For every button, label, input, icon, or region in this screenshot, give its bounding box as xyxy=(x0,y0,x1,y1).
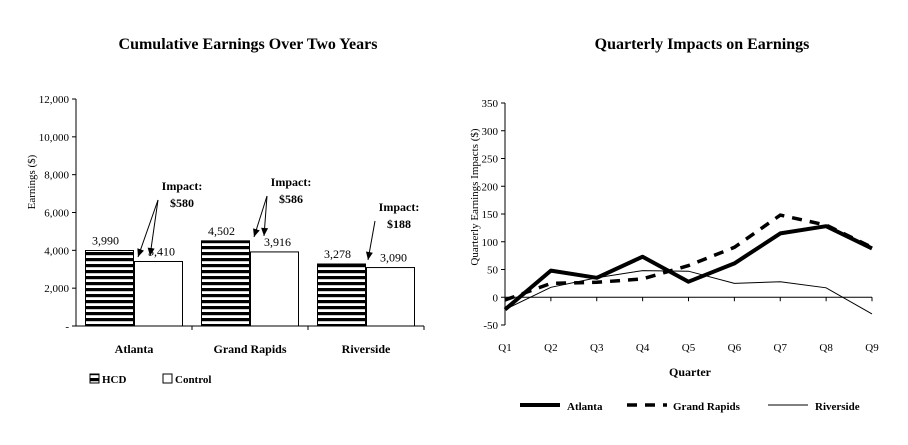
impact-value: $586 xyxy=(279,192,303,206)
legend-swatch-control xyxy=(162,373,173,384)
right-x-tick-label: Q7 xyxy=(774,342,788,354)
legend-label-atlanta: Atlanta xyxy=(567,401,603,413)
left-legend: HCD Control xyxy=(89,373,211,386)
left-y-tick-label: 8,000 xyxy=(44,170,69,182)
bar-hcd xyxy=(317,263,366,327)
impact-arrow-head xyxy=(147,247,155,256)
left-value-labels: 3,990 3,410 4,502 3,916 3,278 3,090 xyxy=(92,224,407,265)
impact-label: Impact: xyxy=(379,200,420,214)
impact-arrow-head xyxy=(365,251,373,260)
left-x-category-label: Riverside xyxy=(342,342,391,356)
bar-hcd xyxy=(85,250,134,327)
left-axes: - 2,000 4,000 6,000 8,000 10,000 12,000 Atlanta… xyxy=(39,94,425,356)
bar-control xyxy=(134,260,183,327)
legend-label-grand-rapids: Grand Rapids xyxy=(673,401,741,413)
right-y-tick-label: -50 xyxy=(483,320,498,332)
right-y-axis-label: Quarterly Earnings Impacts ($) xyxy=(469,128,481,265)
right-y-tick-label: 50 xyxy=(487,265,499,277)
bar-value-label: 3,278 xyxy=(324,247,351,261)
left-y-tick-label: 10,000 xyxy=(39,132,70,144)
impact-arrow-head xyxy=(261,227,269,236)
left-y-tick-label: 2,000 xyxy=(44,283,69,295)
legend-swatch-hcd xyxy=(89,373,100,384)
left-y-axis-label: Earnings ($) xyxy=(26,154,38,209)
right-x-tick-label: Q8 xyxy=(819,342,833,354)
left-x-category-label: Atlanta xyxy=(115,342,154,356)
series-line-atlanta xyxy=(503,224,873,312)
bar-value-label: 3,410 xyxy=(148,244,175,258)
right-x-tick-label: Q1 xyxy=(498,342,511,354)
right-series-lines xyxy=(503,213,873,315)
right-y-tick-label: 300 xyxy=(482,126,499,138)
right-chart-title: Quarterly Impacts on Earnings xyxy=(595,36,810,53)
right-y-tick-label: 250 xyxy=(482,154,499,166)
impact-arrow-line xyxy=(137,199,159,258)
impact-arrow-line xyxy=(149,199,159,257)
bar-value-label: 3,090 xyxy=(380,251,407,265)
right-x-tick-label: Q9 xyxy=(865,342,879,354)
bar-value-label: 4,502 xyxy=(208,224,235,238)
legend-label-riverside: Riverside xyxy=(815,401,860,413)
legend-label-control: Control xyxy=(175,374,211,386)
left-bars xyxy=(85,240,415,327)
impact-annotations: Impact: $580 Impact: $586 Impact: $188 xyxy=(137,175,420,261)
right-x-tick-label: Q6 xyxy=(728,342,742,354)
left-y-tick-label: 4,000 xyxy=(44,245,69,257)
impact-value: $580 xyxy=(170,196,194,210)
series-line-riverside xyxy=(504,270,873,315)
right-legend: Atlanta Grand Rapids Riverside xyxy=(520,401,860,413)
bar-value-label: 3,916 xyxy=(264,235,291,249)
right-x-tick-label: Q3 xyxy=(590,342,604,354)
right-y-tick-label: 150 xyxy=(482,209,499,221)
impact-label: Impact: xyxy=(271,175,312,189)
series-line-grand-rapids xyxy=(504,213,873,302)
bar-value-label: 3,990 xyxy=(92,234,119,248)
left-y-tick-label: 12,000 xyxy=(39,94,70,106)
left-x-category-label: Grand Rapids xyxy=(213,342,286,356)
cumulative-earnings-bar-chart: Cumulative Earnings Over Two Years Earni… xyxy=(26,36,425,386)
right-x-tick-label: Q5 xyxy=(682,342,696,354)
right-x-tick-label: Q4 xyxy=(636,342,650,354)
impact-label: Impact: xyxy=(162,179,203,193)
impact-arrow-head xyxy=(253,228,260,237)
right-y-tick-label: 350 xyxy=(482,98,499,110)
right-y-tick-label: 200 xyxy=(482,181,499,193)
bar-control xyxy=(250,251,299,327)
right-x-axis-label: Quarter xyxy=(669,365,712,379)
right-y-tick-label: 100 xyxy=(482,237,499,249)
right-axes: -50 0 50 100 150 200 250 300 350 Q1 Q2 Q3 Q4 Q5 Q6 Q7 Q8… xyxy=(482,98,880,354)
bar-hcd xyxy=(201,240,250,327)
legend-label-hcd: HCD xyxy=(102,374,127,386)
impact-arrow-head xyxy=(137,248,144,257)
impact-value: $188 xyxy=(387,217,411,231)
right-y-tick-label: 0 xyxy=(493,292,499,304)
left-chart-title: Cumulative Earnings Over Two Years xyxy=(119,36,378,53)
bar-control xyxy=(366,267,415,327)
quarterly-impacts-line-chart: Quarterly Impacts on Earnings Quarterly … xyxy=(469,36,879,413)
left-y-tick-label: - xyxy=(65,321,69,333)
right-x-tick-label: Q2 xyxy=(544,342,557,354)
left-y-tick-label: 6,000 xyxy=(44,208,69,220)
